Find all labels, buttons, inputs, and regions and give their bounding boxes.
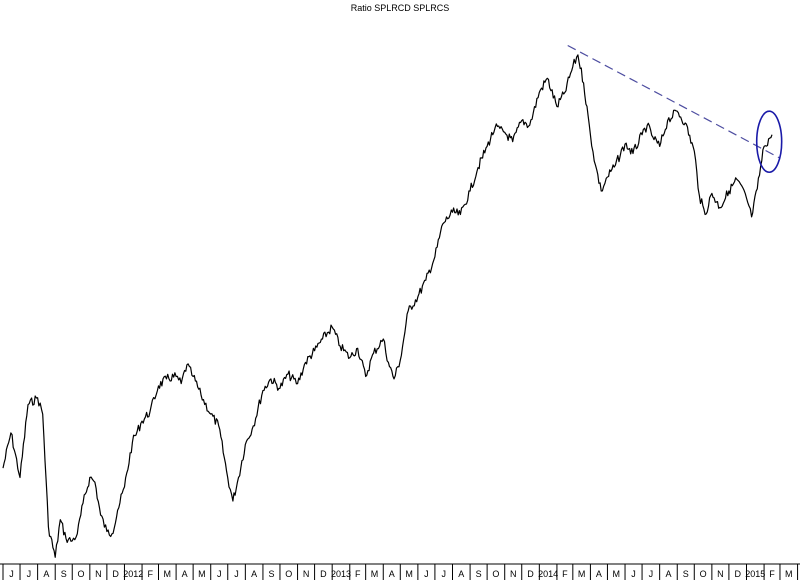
x-tick-label: A (389, 569, 395, 579)
x-tick-label: A (251, 569, 257, 579)
x-tick-label: S (268, 569, 274, 579)
annotation-group (567, 44, 783, 174)
x-tick-label: M (405, 569, 413, 579)
x-tick-label: 2013 (331, 569, 351, 579)
x-tick-label: N (510, 569, 517, 579)
x-tick-label: A (665, 569, 671, 579)
x-tick-label: D (112, 569, 119, 579)
series-line (2, 54, 773, 558)
x-tick-label: J (441, 569, 446, 579)
x-tick-label: A (458, 569, 464, 579)
x-tick-label: O (78, 569, 85, 579)
x-tick-label: M (371, 569, 379, 579)
x-tick-label: F (769, 569, 775, 579)
x-tick-label: D (527, 569, 534, 579)
x-tick-label: M (578, 569, 586, 579)
x-tick-label: F (148, 569, 154, 579)
chart-title: Ratio SPLRCD SPLRCS (351, 3, 450, 13)
x-tick-label: M (785, 569, 793, 579)
x-tick-label: M (198, 569, 206, 579)
series-line-group (2, 54, 773, 558)
x-tick-label: J (649, 569, 654, 579)
x-tick-label: J (234, 569, 239, 579)
x-tick-label: O (492, 569, 499, 579)
x-tick-label: M (164, 569, 172, 579)
x-tick-label: N (95, 569, 102, 579)
x-tick-label: S (683, 569, 689, 579)
x-tick-label: 2015 (745, 569, 765, 579)
x-tick-label: A (596, 569, 602, 579)
x-tick-label: 2014 (538, 569, 558, 579)
x-tick-label: F (562, 569, 568, 579)
x-tick-label: A (182, 569, 188, 579)
x-tick-label: O (285, 569, 292, 579)
x-tick-label: F (355, 569, 361, 579)
x-tick-label: M (612, 569, 620, 579)
x-tick-label: J (424, 569, 429, 579)
x-tick-label: O (700, 569, 707, 579)
x-tick-label: A (43, 569, 49, 579)
highlight-ellipse (755, 110, 783, 174)
x-tick-label: N (717, 569, 724, 579)
x-tick-label: N (303, 569, 310, 579)
x-tick-label: 2012 (123, 569, 143, 579)
trendline (567, 44, 781, 159)
x-tick-label: D (734, 569, 741, 579)
x-tick-label: S (61, 569, 67, 579)
x-tick-label: J (631, 569, 636, 579)
x-tick-label: D (320, 569, 327, 579)
x-axis: J J A S O N D 2012 F M A M J J A S O N D 2013 F M A M J J A S O N D 201… (0, 563, 800, 580)
x-tick-label: J (9, 569, 14, 579)
x-tick-label: S (476, 569, 482, 579)
x-tick-label: J (217, 569, 222, 579)
x-tick-label: J (27, 569, 32, 579)
